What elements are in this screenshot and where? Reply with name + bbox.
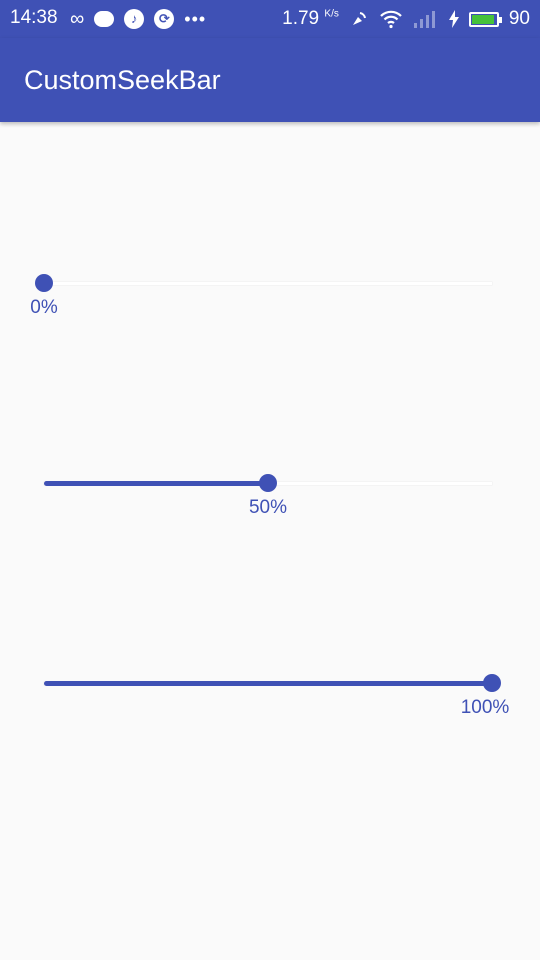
charging-icon bbox=[449, 10, 459, 28]
app-title: CustomSeekBar bbox=[24, 65, 221, 96]
seekbar-thumb[interactable] bbox=[35, 274, 53, 292]
notification-icons: ∞ ♪ ⟳ ••• bbox=[70, 7, 206, 31]
status-bar: 14:38 ∞ ♪ ⟳ ••• 1.79 K/s 90 bbox=[0, 0, 540, 38]
more-notifications-icon: ••• bbox=[184, 7, 206, 31]
seekbar-progress bbox=[44, 681, 492, 686]
network-speed: 1.79 K/s bbox=[282, 8, 339, 30]
seekbar-thumb[interactable] bbox=[259, 474, 277, 492]
satellite-icon bbox=[349, 9, 369, 29]
seekbar-progress bbox=[44, 481, 268, 486]
status-time: 14:38 bbox=[10, 7, 58, 29]
infinity-icon: ∞ bbox=[70, 7, 84, 31]
seekbar-label: 0% bbox=[30, 297, 57, 319]
music-icon: ♪ bbox=[124, 9, 144, 29]
battery-percent: 90 bbox=[509, 8, 530, 30]
seekbar-label: 100% bbox=[461, 697, 510, 719]
seekbar-track[interactable] bbox=[44, 282, 492, 285]
sync-icon: ⟳ bbox=[154, 9, 174, 29]
seekbar-thumb[interactable] bbox=[483, 674, 501, 692]
status-right: 1.79 K/s 90 bbox=[282, 7, 530, 31]
seekbar-50[interactable]: 50% bbox=[44, 464, 492, 504]
battery-icon bbox=[469, 12, 499, 27]
seekbar-0[interactable]: 0% bbox=[44, 264, 492, 304]
seekbar-label: 50% bbox=[249, 497, 287, 519]
chat-icon bbox=[94, 11, 114, 27]
wifi-icon bbox=[379, 9, 403, 29]
seekbar-100[interactable]: 100% bbox=[44, 664, 492, 704]
signal-icon bbox=[413, 9, 439, 29]
app-bar: CustomSeekBar bbox=[0, 38, 540, 122]
